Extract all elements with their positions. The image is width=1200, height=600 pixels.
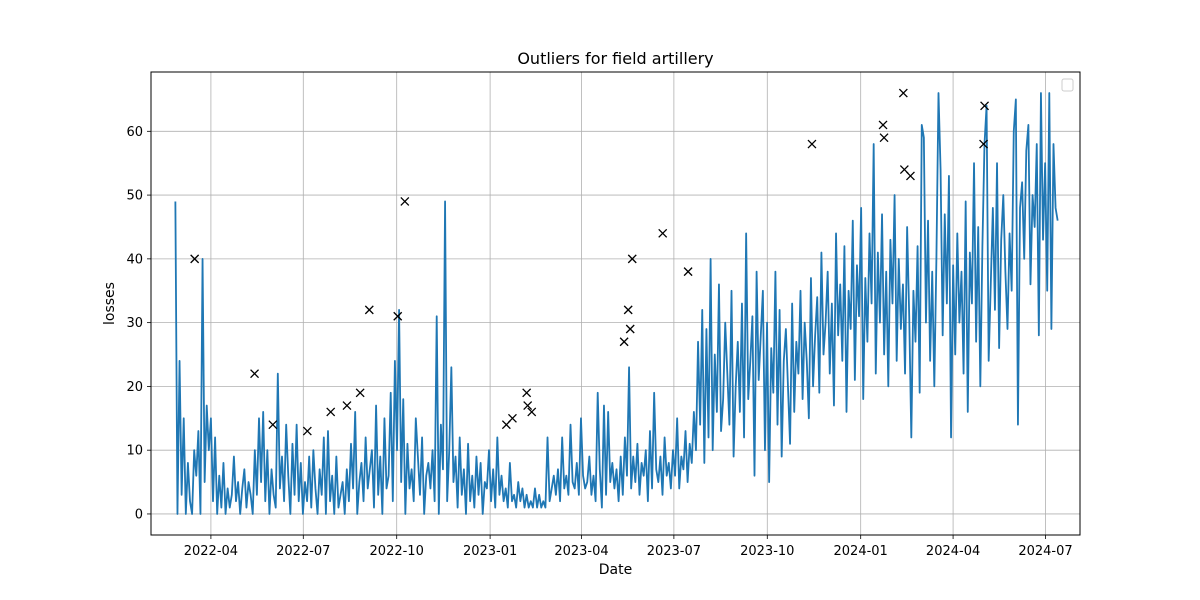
outlier-marker — [879, 133, 889, 143]
outlier-marker — [400, 197, 410, 206]
plot-area — [174, 88, 1059, 515]
x-tick-label: 2023-07 — [647, 544, 701, 559]
outlier-marker — [623, 305, 633, 315]
x-axis-title: Date — [599, 562, 632, 578]
y-tick-label: 40 — [126, 252, 143, 267]
axes: 2022-04 2022-07 2022-10 2023-01 2023-04 2023-… — [126, 125, 1072, 559]
outlier-marker — [342, 401, 352, 410]
legend-box — [1061, 78, 1074, 92]
outlier-marker — [190, 254, 200, 264]
x-tick-label: 2023-10 — [740, 544, 794, 559]
outlier-marker — [979, 139, 989, 149]
x-tick-label: 2024-07 — [1018, 544, 1072, 559]
x-tick-label: 2022-07 — [276, 544, 330, 559]
outlier-marker — [355, 388, 365, 398]
grid — [151, 72, 1080, 535]
x-tick-label: 2022-04 — [184, 544, 238, 559]
outlier-marker — [523, 401, 533, 410]
outlier-marker — [683, 267, 693, 277]
outlier-marker — [527, 407, 537, 417]
outlier-marker — [364, 305, 374, 315]
plot-frame — [150, 71, 1081, 536]
series-line — [174, 92, 1059, 515]
outlier-marker — [268, 420, 278, 430]
outlier-marker — [898, 88, 908, 98]
outlier-marker — [878, 120, 888, 130]
x-tick-label: 2022-10 — [370, 544, 424, 559]
y-tick-label: 0 — [135, 507, 143, 522]
outlier-marker — [522, 388, 532, 398]
x-tick-label: 2024-04 — [926, 544, 980, 559]
y-tick-label: 50 — [126, 189, 143, 204]
outlier-marker — [625, 324, 635, 334]
outlier-marker — [807, 139, 817, 149]
outlier-marker — [980, 101, 990, 111]
x-tick-label: 2024-01 — [834, 544, 888, 559]
y-tick-label: 10 — [126, 444, 143, 459]
outlier-marker — [302, 426, 312, 436]
y-axis-title: losses — [102, 282, 118, 325]
outlier-marker — [250, 369, 260, 379]
outlier-marker — [393, 311, 403, 321]
x-tick-label: 2023-04 — [554, 544, 608, 559]
y-tick-label: 30 — [126, 316, 143, 331]
x-tick-label: 2023-01 — [463, 544, 517, 559]
y-tick-label: 20 — [126, 380, 143, 395]
outlier-marker — [619, 337, 629, 347]
chart-title: Outliers for field artillery — [517, 49, 713, 68]
outlier-marker — [507, 413, 517, 423]
outlier-marker — [905, 171, 915, 181]
outlier-marker — [326, 407, 336, 417]
y-tick-label: 60 — [126, 125, 143, 140]
outlier-marker — [627, 254, 637, 264]
outlier-marker — [658, 228, 668, 238]
